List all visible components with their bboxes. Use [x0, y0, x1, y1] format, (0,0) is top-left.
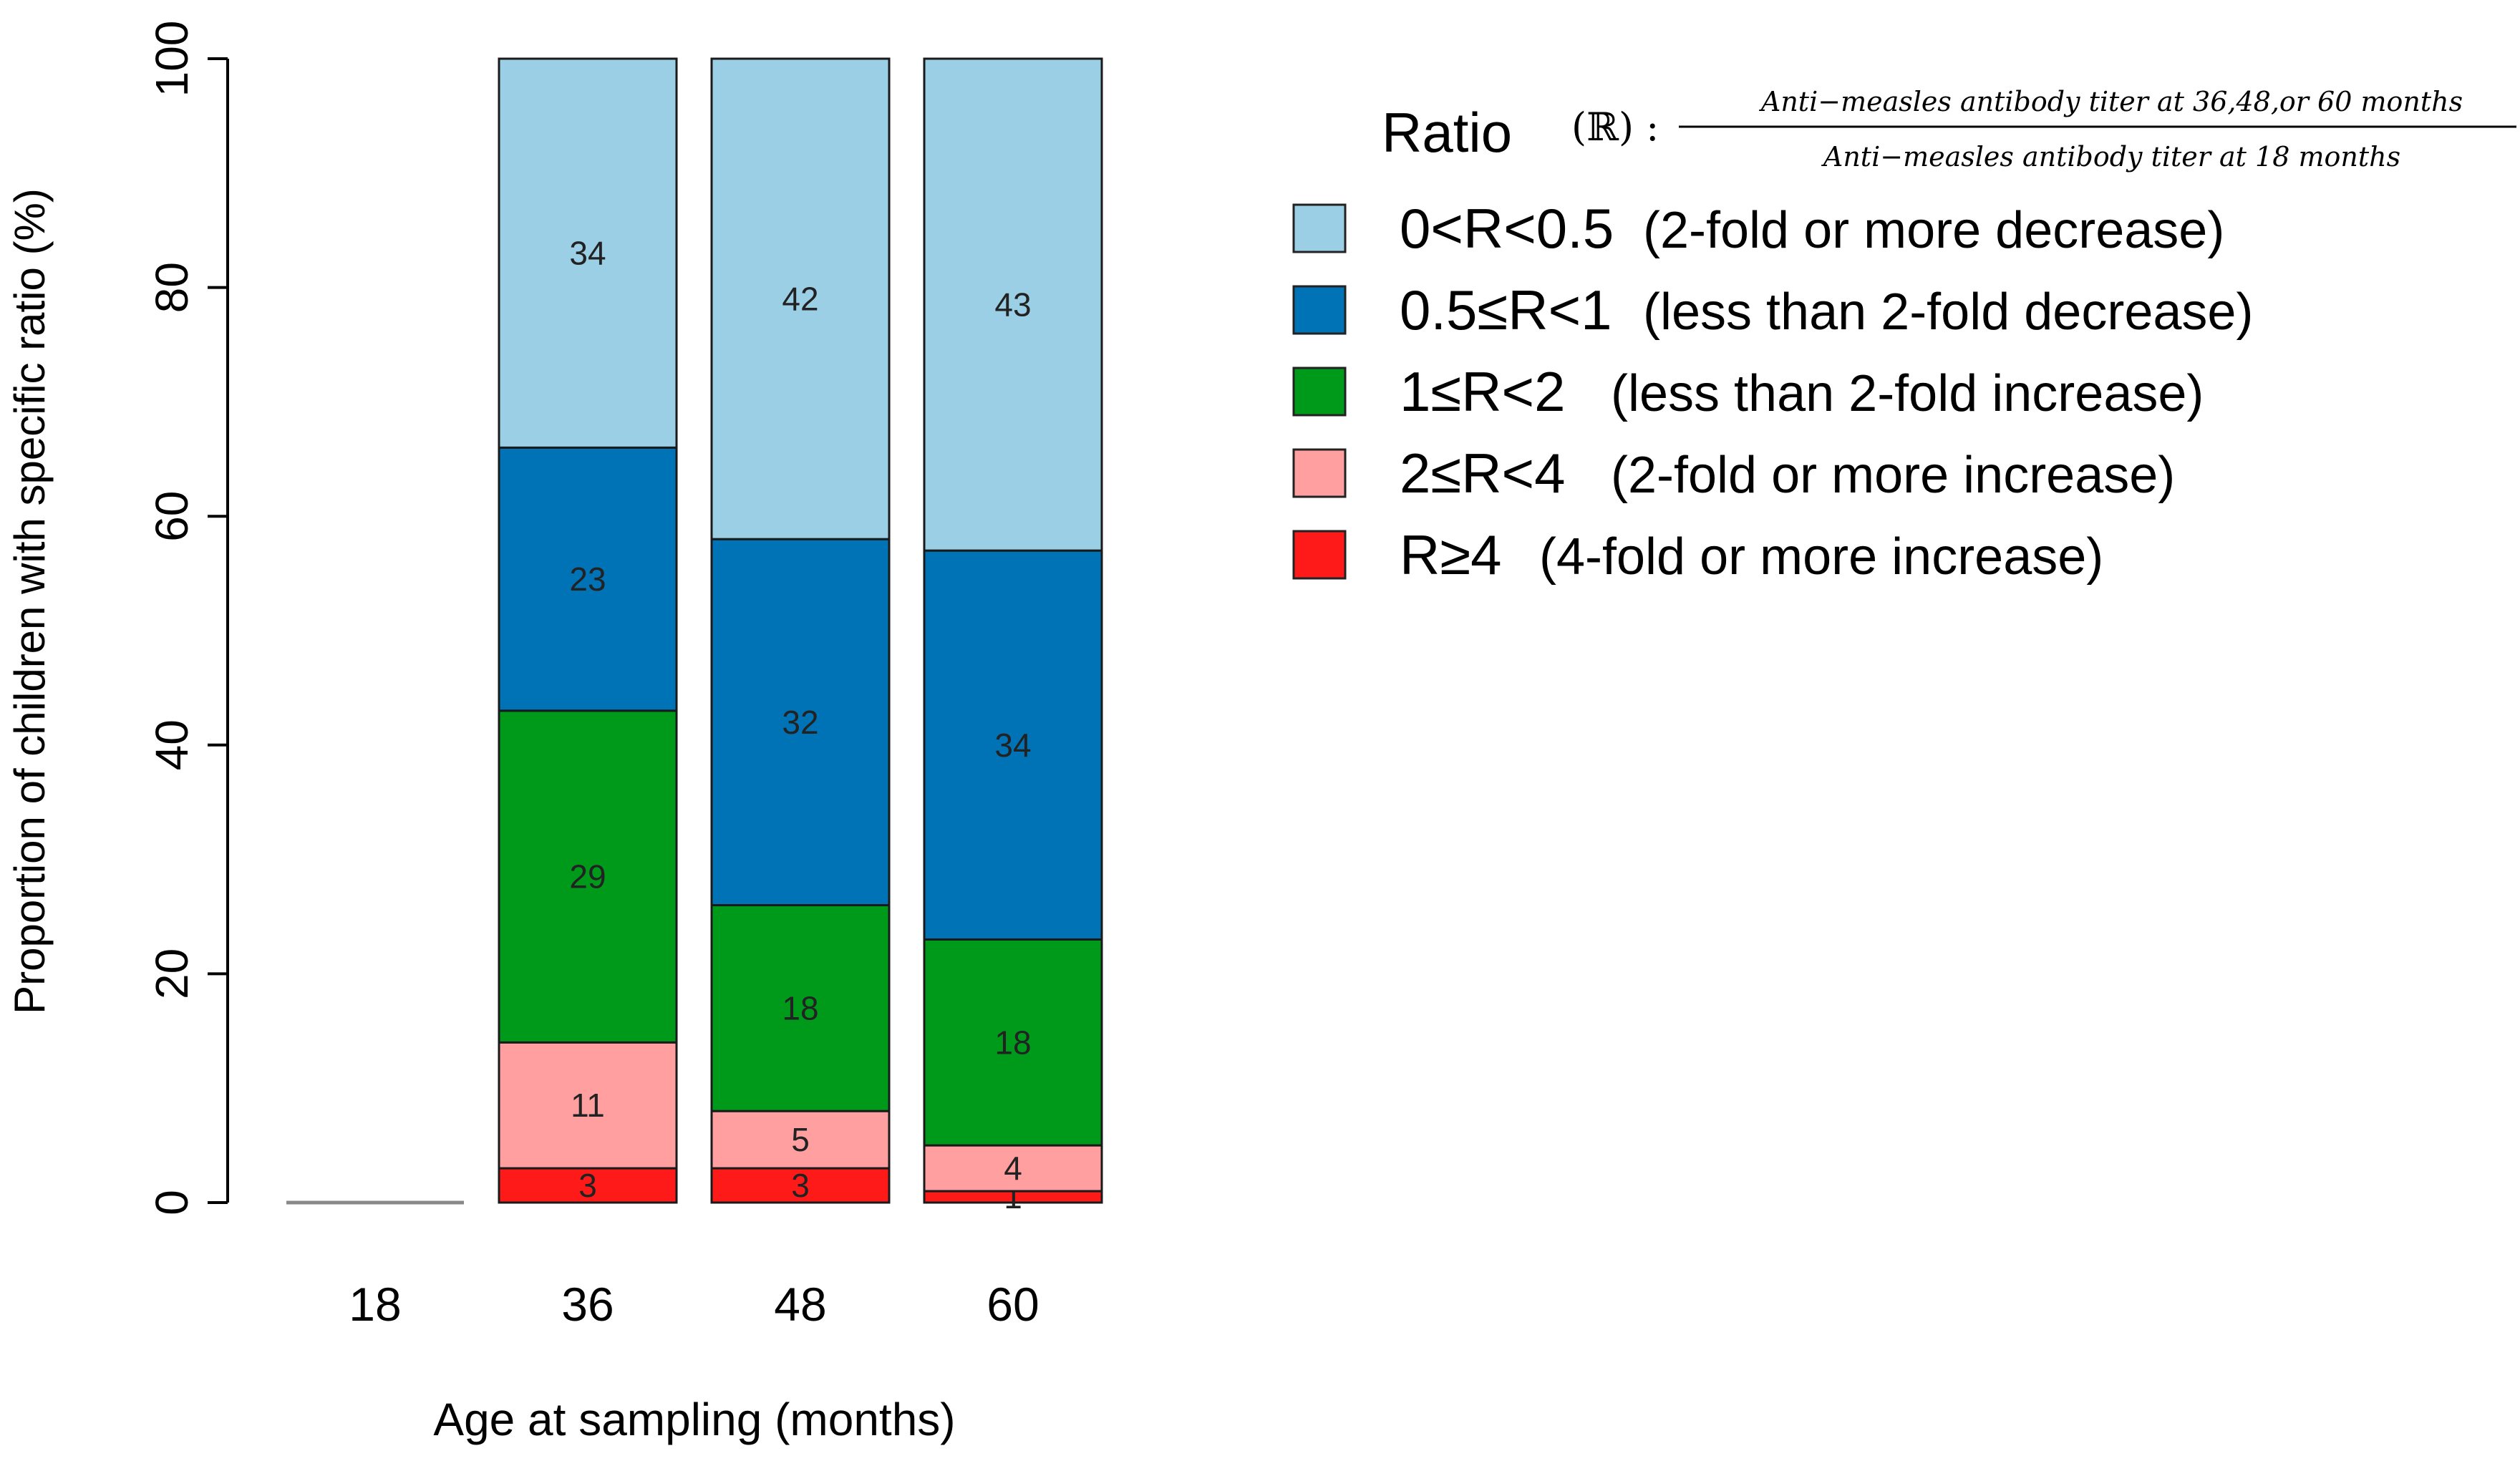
legend-item: 2≤R<4 (2-fold or more increase) — [1292, 442, 2175, 505]
y-tick-label: 0 — [146, 1190, 198, 1215]
legend-item: 0<R<0.5 (2-fold or more decrease) — [1292, 197, 2224, 260]
bar-segment — [710, 57, 891, 540]
legend-items: 0<R<0.5 (2-fold or more decrease) 0.5≤R<1 (… — [1292, 197, 2253, 586]
ratio-formula-denominator: Anti−measles antibody titer at 18 months — [1821, 141, 2400, 173]
bar-segment — [710, 538, 891, 907]
bar-value-label: 29 — [569, 858, 606, 895]
legend-key: 1≤R<2 — [1400, 360, 1565, 423]
legend-swatch — [1292, 530, 1347, 580]
bar-segment — [498, 1041, 678, 1170]
ratio-formula-symbol: (ℝ) : — [1571, 105, 1659, 150]
bar-value-label: 5 — [791, 1121, 810, 1158]
bar-segment — [923, 57, 1103, 552]
x-tick-label: 36 — [561, 1278, 614, 1331]
bar-value-label: 42 — [782, 281, 818, 318]
y-tick-label: 40 — [146, 719, 198, 770]
bar-value-label: 11 — [571, 1087, 605, 1124]
bar-value-label: 3 — [578, 1167, 597, 1204]
legend-item: 1≤R<2 (less than 2-fold increase) — [1292, 360, 2204, 423]
legend-key: 2≤R<4 — [1400, 442, 1565, 505]
x-axis-tick-labels: 18 36 48 60 — [349, 1278, 1039, 1331]
bar-value-label: 4 — [1004, 1150, 1022, 1187]
x-axis-label: Age at sampling (months) — [433, 1394, 955, 1445]
bar-segment — [498, 709, 678, 1044]
y-axis-label: Proportion of children with specific rat… — [6, 188, 54, 1014]
bar-value-label: 34 — [569, 235, 606, 272]
legend-description: (4-fold or more increase) — [1539, 528, 2103, 586]
legend-item: 0.5≤R<1 (less than 2-fold decrease) — [1292, 278, 2253, 341]
bar-value-label: 18 — [782, 989, 818, 1026]
legend-description: (2-fold or more increase) — [1611, 447, 2175, 504]
bar-value-label: 32 — [782, 704, 818, 741]
x-tick-label: 48 — [774, 1278, 826, 1331]
legend-key: 0.5≤R<1 — [1400, 278, 1612, 341]
bar-segment — [498, 57, 678, 449]
y-tick-label: 100 — [146, 21, 198, 97]
bar-segment — [710, 904, 891, 1112]
bar-value-label: 34 — [994, 727, 1031, 764]
bar-value-label: 3 — [791, 1167, 810, 1204]
legend-description: (less than 2-fold decrease) — [1643, 283, 2253, 341]
legend-swatch — [1292, 366, 1347, 417]
legend-key: 0<R<0.5 — [1400, 197, 1614, 260]
legend-key: R≥4 — [1400, 523, 1502, 586]
bar-segment — [923, 549, 1103, 941]
legend-description: (2-fold or more decrease) — [1643, 202, 2224, 259]
legend-swatch — [1292, 203, 1347, 253]
legend: Ratio (ℝ) : Anti−measles antibody titer … — [1292, 86, 2516, 586]
bar-segment — [498, 1167, 678, 1204]
bar-value-label: 23 — [569, 560, 606, 598]
x-tick-label: 60 — [987, 1278, 1039, 1331]
legend-description: (less than 2-fold increase) — [1611, 365, 2204, 422]
ratio-formula-numerator: Anti−measles antibody titer at 36,48,or … — [1759, 86, 2463, 117]
legend-title: Ratio — [1382, 101, 1512, 164]
y-tick-label: 60 — [146, 491, 198, 542]
bar-value-label: 18 — [994, 1024, 1031, 1061]
legend-swatch — [1292, 285, 1347, 335]
x-tick-label: 18 — [349, 1278, 401, 1331]
y-axis-ticks: 0 20 40 60 80 100 — [146, 21, 228, 1215]
bar-segment — [923, 938, 1103, 1147]
legend-swatch — [1292, 448, 1347, 498]
bar-segment — [498, 446, 678, 712]
y-tick-label: 20 — [146, 948, 198, 999]
legend-item: R≥4 (4-fold or more increase) — [1292, 523, 2103, 586]
y-tick-label: 80 — [146, 262, 198, 313]
bar-value-label: 43 — [994, 286, 1031, 324]
